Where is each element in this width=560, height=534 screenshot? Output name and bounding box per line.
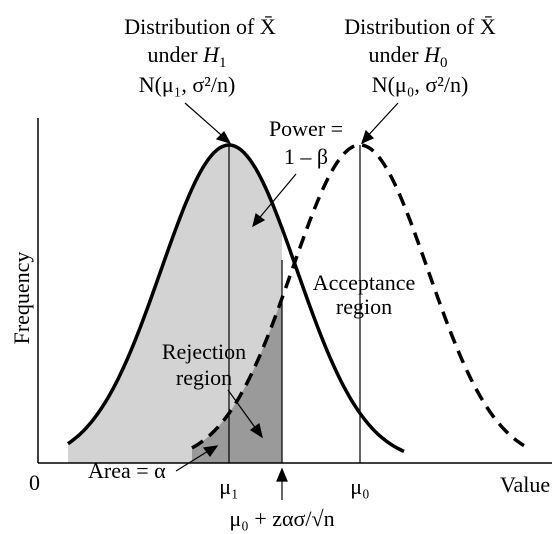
h1-distribution-curve [66, 143, 405, 453]
h1-title-line2: under H1 [148, 42, 227, 71]
power-label-line1: Power = [269, 116, 343, 141]
h1-title-line1: Distribution of X̄ [124, 14, 276, 39]
alpha-area [192, 298, 282, 463]
h0-title-line1: Distribution of X̄ [344, 14, 496, 39]
rejection-arrowhead [249, 422, 263, 439]
x-axis-label: Value [500, 472, 550, 497]
h0-arrowhead [360, 129, 375, 145]
power-arrowhead [252, 212, 266, 228]
mu0-tick-label: μ₀ [350, 474, 369, 499]
h0-title-line2: under H0 [369, 42, 448, 71]
power-label-line2: 1 – β [284, 144, 328, 169]
power-arrow [255, 173, 297, 223]
rejection-arrow [227, 389, 260, 434]
critical-value-label: μ₀ + zασ/√n [229, 506, 334, 531]
h1-formula: N(μ₁, σ²/n) [139, 72, 236, 97]
acceptance-label-line1: Acceptance [313, 270, 416, 295]
rejection-label-line1: Rejection [162, 339, 246, 364]
y-axis-label: Frequency [9, 252, 34, 345]
critical-arrowhead [276, 467, 288, 482]
mu1-tick-label: μ₁ [219, 474, 238, 499]
rejection-label-line2: region [176, 365, 232, 390]
area-alpha-label: Area = α [88, 458, 166, 483]
h1-arrowhead [215, 131, 232, 145]
alpha-arrowhead [202, 445, 219, 458]
acceptance-label-line2: region [336, 294, 392, 319]
h0-formula: N(μ₀, σ²/n) [372, 72, 469, 97]
origin-label: 0 [29, 470, 40, 495]
h0-distribution-curve [191, 143, 525, 450]
